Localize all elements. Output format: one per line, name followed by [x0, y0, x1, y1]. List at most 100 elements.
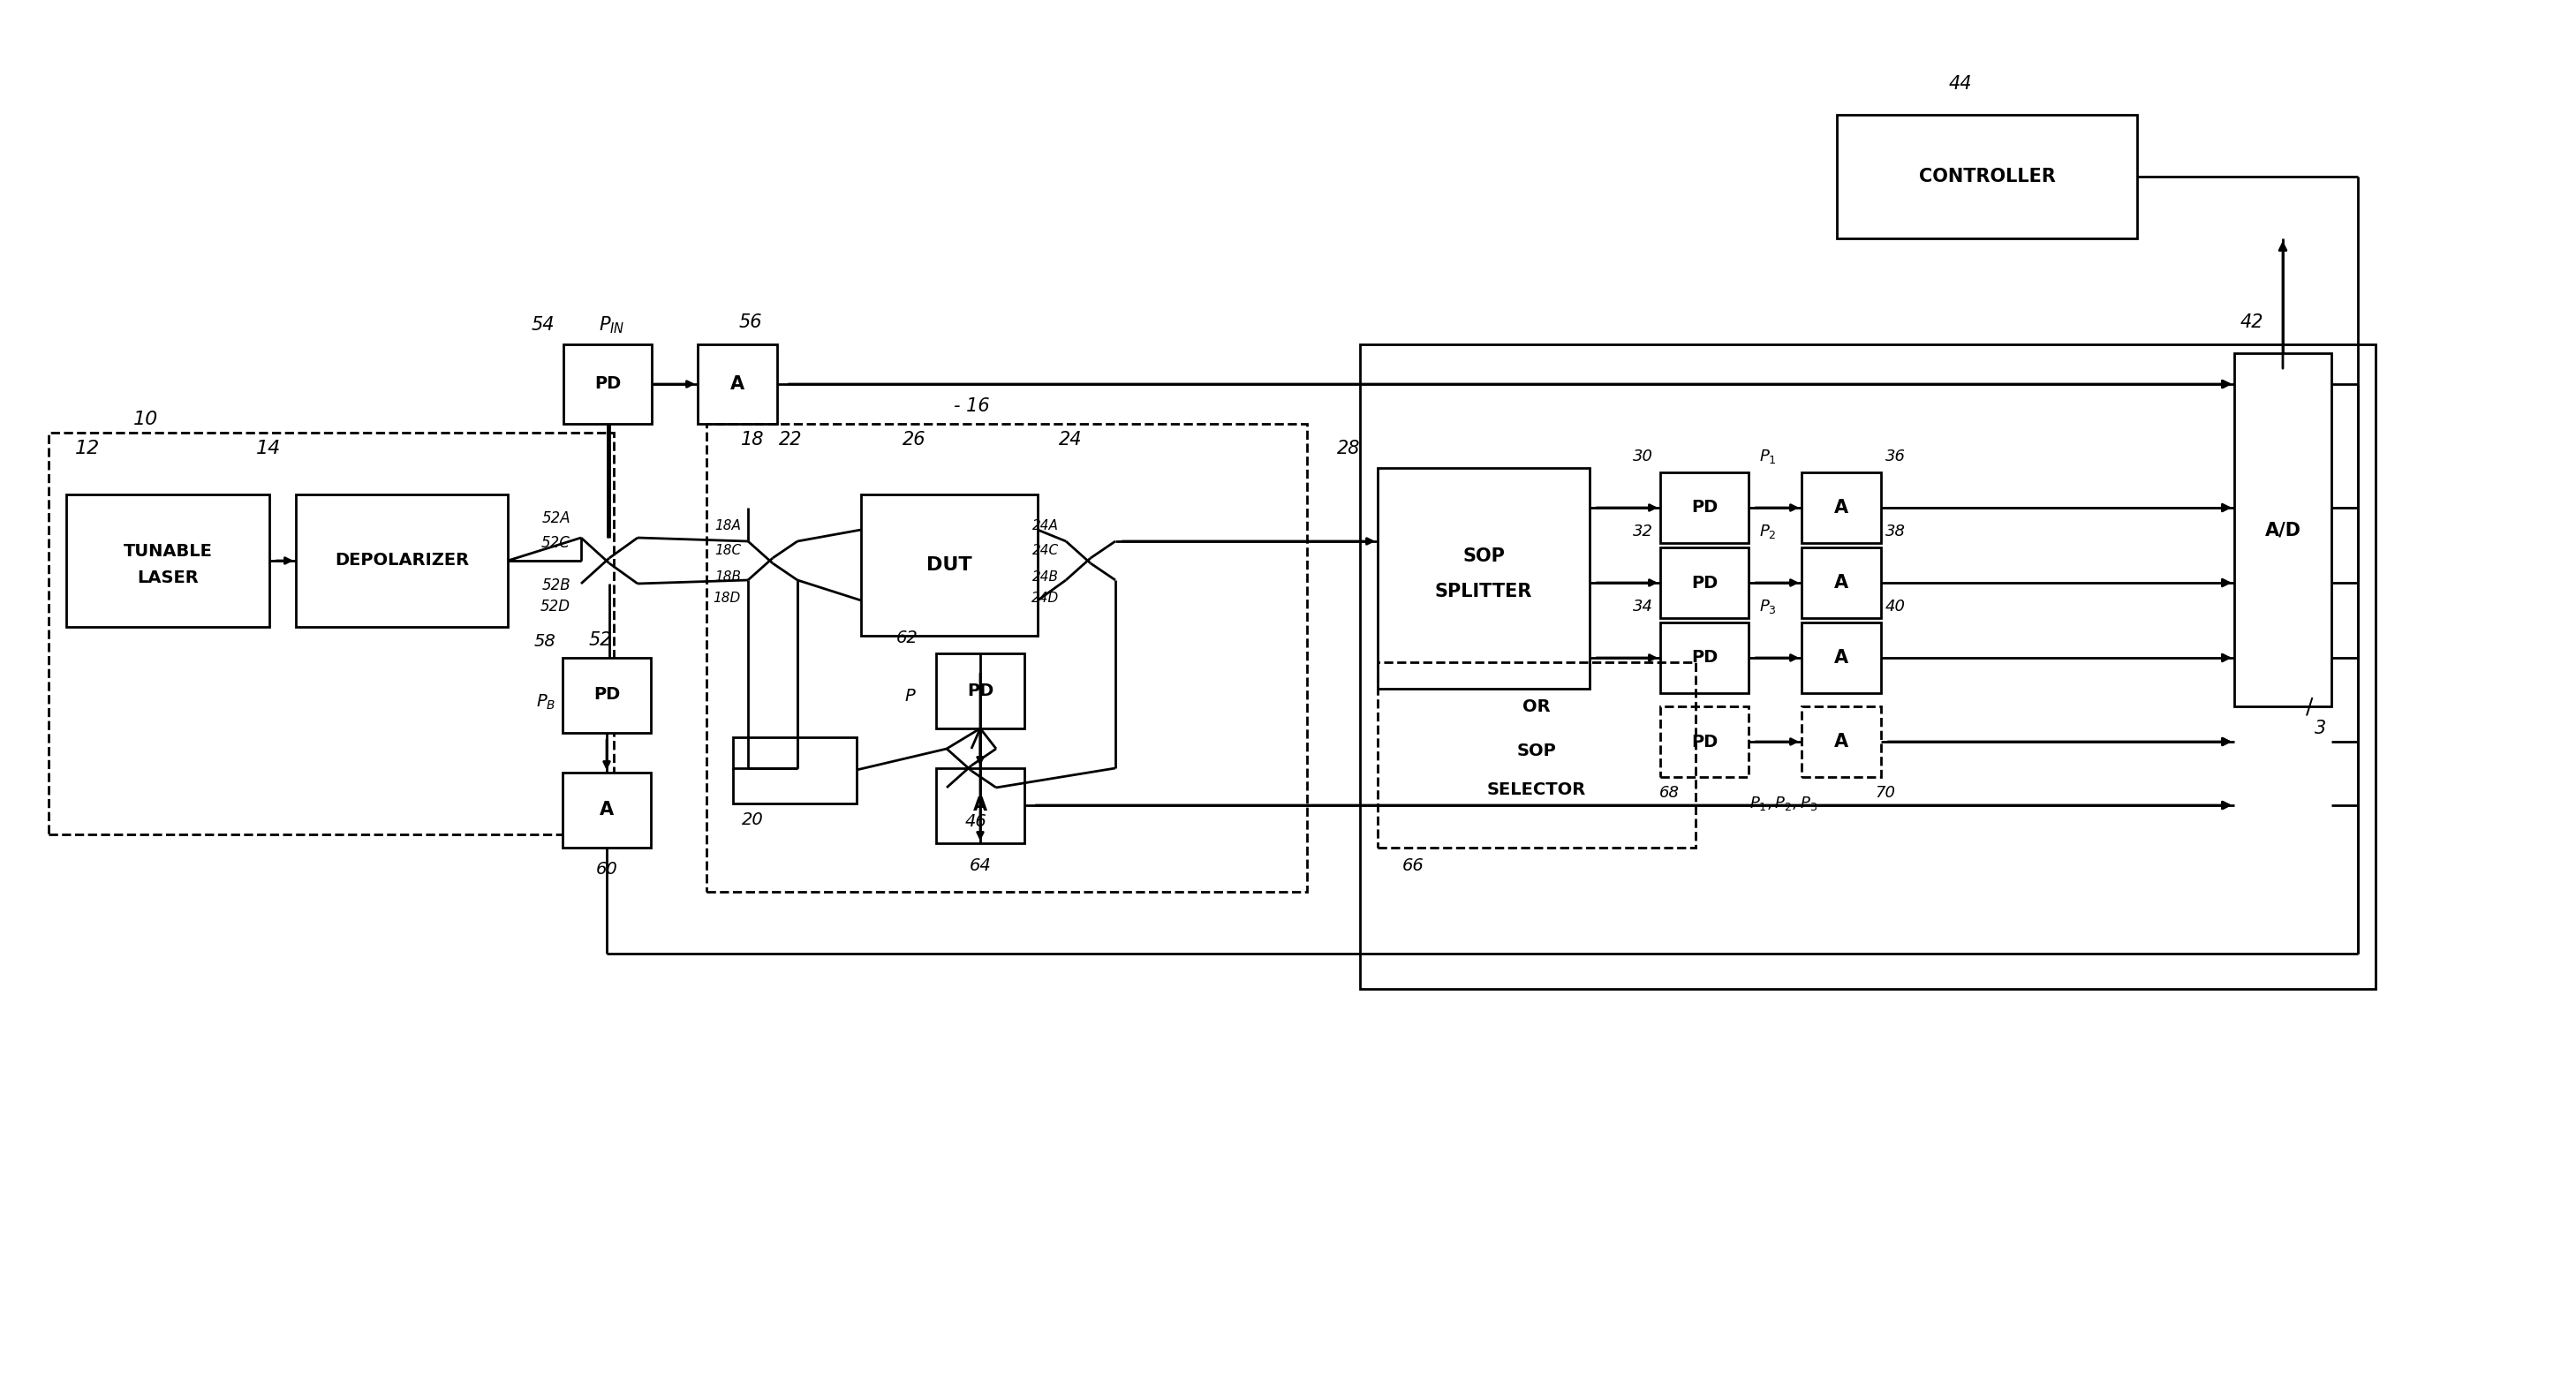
Text: OR: OR: [1522, 698, 1551, 715]
Text: 18A: 18A: [714, 519, 742, 532]
Text: 36: 36: [1886, 448, 1906, 465]
Text: 52C: 52C: [541, 534, 569, 551]
Text: PD: PD: [1690, 733, 1718, 750]
Text: 24C: 24C: [1033, 544, 1059, 557]
Bar: [1801, 622, 1880, 693]
Text: 34: 34: [1633, 598, 1654, 615]
Text: 52: 52: [590, 632, 613, 650]
Text: 18C: 18C: [714, 544, 742, 557]
Text: A/D: A/D: [2264, 520, 2300, 539]
Text: SOP: SOP: [1463, 547, 1504, 565]
Text: $P_1$: $P_1$: [1759, 448, 1777, 465]
Bar: [1378, 468, 1589, 688]
Bar: [562, 773, 652, 848]
Text: PD: PD: [592, 687, 621, 704]
Text: SELECTOR: SELECTOR: [1486, 781, 1587, 798]
Text: $P_3$: $P_3$: [1759, 598, 1777, 615]
Text: 32: 32: [1633, 523, 1654, 540]
Text: 56: 56: [739, 314, 762, 332]
Text: 64: 64: [969, 856, 992, 873]
Text: /: /: [2306, 695, 2313, 718]
Text: DEPOLARIZER: DEPOLARIZER: [335, 552, 469, 569]
Text: TUNABLE: TUNABLE: [124, 544, 211, 561]
Text: 60: 60: [595, 862, 618, 879]
Text: 18B: 18B: [714, 570, 742, 583]
Text: 52A: 52A: [541, 511, 569, 526]
Bar: [1801, 706, 1880, 777]
Text: 26: 26: [902, 430, 925, 448]
Bar: [1659, 472, 1749, 543]
Text: A: A: [1834, 498, 1850, 516]
Text: 44: 44: [1950, 75, 1973, 93]
Text: 22: 22: [778, 430, 801, 448]
Text: A: A: [1834, 733, 1850, 751]
Text: 20: 20: [742, 811, 762, 827]
Text: 54: 54: [531, 316, 554, 333]
Bar: [1659, 706, 1749, 777]
Bar: [935, 768, 1025, 844]
Text: 24D: 24D: [1030, 591, 1059, 604]
Text: PD: PD: [966, 682, 994, 698]
Text: 24B: 24B: [1033, 570, 1059, 583]
Text: 3: 3: [2316, 719, 2326, 737]
Text: A: A: [600, 801, 613, 819]
Text: PD: PD: [1690, 500, 1718, 516]
Text: PD: PD: [1690, 650, 1718, 666]
Text: $P_{IN}$: $P_{IN}$: [600, 315, 626, 336]
Text: SPLITTER: SPLITTER: [1435, 583, 1533, 601]
Text: 66: 66: [1401, 856, 1425, 873]
Bar: [706, 423, 1306, 891]
Text: 46: 46: [966, 813, 987, 830]
Bar: [1837, 115, 2138, 239]
Bar: [860, 494, 1038, 636]
Text: 28: 28: [1337, 440, 1360, 458]
Text: 62: 62: [896, 629, 920, 645]
Text: PD: PD: [595, 376, 621, 393]
Text: 18D: 18D: [714, 591, 742, 604]
Text: 68: 68: [1659, 786, 1680, 801]
Text: 24: 24: [1059, 430, 1082, 448]
Text: SOP: SOP: [1517, 743, 1556, 759]
Bar: [1659, 622, 1749, 693]
Text: A: A: [974, 797, 987, 815]
Text: 14: 14: [255, 440, 281, 458]
Bar: [1360, 344, 2375, 988]
Text: A: A: [729, 375, 744, 393]
Text: 58: 58: [533, 633, 556, 651]
Bar: [67, 494, 270, 627]
Bar: [2233, 353, 2331, 706]
Text: 38: 38: [1886, 523, 1906, 540]
Bar: [1801, 472, 1880, 543]
Bar: [296, 494, 507, 627]
Bar: [1378, 662, 1695, 848]
Text: 12: 12: [75, 440, 100, 458]
Bar: [1801, 547, 1880, 618]
Text: - 16: - 16: [953, 397, 989, 415]
Text: 30: 30: [1633, 448, 1654, 465]
Bar: [1659, 547, 1749, 618]
Text: A: A: [1834, 573, 1850, 591]
Text: DUT: DUT: [927, 557, 971, 573]
Text: 18: 18: [739, 430, 765, 448]
Text: 42: 42: [2241, 314, 2264, 332]
Text: $P_1, P_2, P_3$: $P_1, P_2, P_3$: [1749, 795, 1819, 812]
Bar: [562, 658, 652, 733]
Text: A: A: [1834, 650, 1850, 666]
Text: CONTROLLER: CONTROLLER: [1919, 168, 2056, 186]
Text: PD: PD: [1690, 575, 1718, 591]
Text: $P_2$: $P_2$: [1759, 523, 1777, 540]
Text: LASER: LASER: [137, 570, 198, 587]
Text: 52D: 52D: [541, 598, 569, 615]
Bar: [564, 344, 652, 423]
Bar: [734, 737, 858, 804]
Bar: [935, 654, 1025, 729]
Text: 10: 10: [134, 411, 157, 429]
Text: 24A: 24A: [1033, 519, 1059, 532]
Text: 70: 70: [1875, 786, 1896, 801]
Text: $P_B$: $P_B$: [536, 693, 556, 711]
Text: $P$: $P$: [904, 687, 917, 704]
Text: 52B: 52B: [541, 577, 569, 593]
Bar: [49, 433, 613, 834]
Text: 40: 40: [1886, 598, 1906, 615]
Bar: [698, 344, 778, 423]
